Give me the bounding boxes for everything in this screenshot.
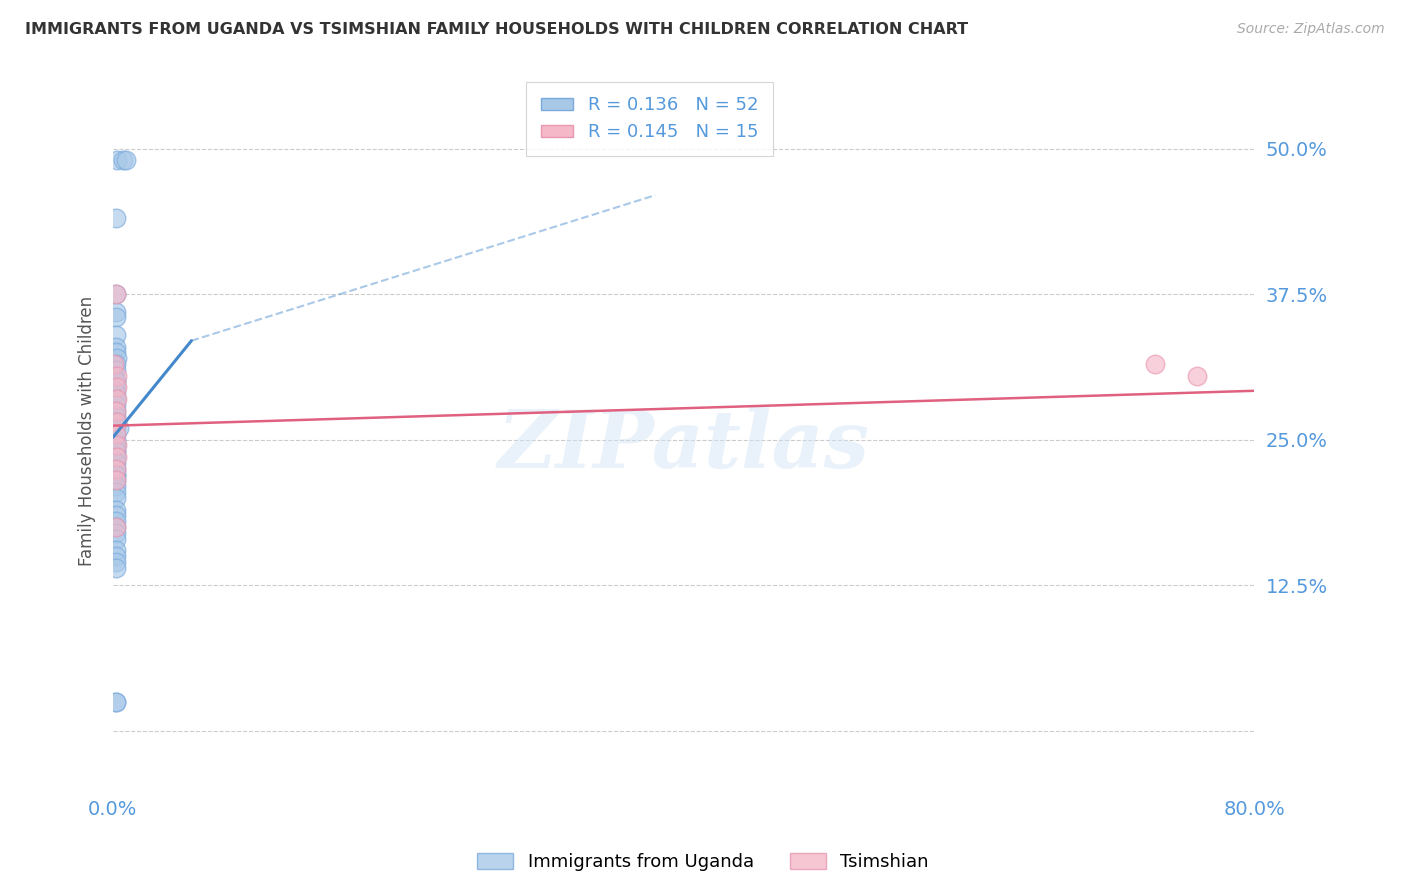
Point [104,363,127,377]
Point [105,450,128,464]
Point [104,426,127,441]
Point [104,543,127,558]
Point [104,520,127,534]
Point [104,456,127,470]
Point [104,357,127,371]
Point [104,450,127,464]
Point [104,479,127,493]
Point [104,327,127,342]
Point [105,392,128,406]
Point [105,351,128,366]
Point [105,153,128,168]
Point [104,467,127,482]
Point [104,520,127,534]
Legend: R = 0.136   N = 52, R = 0.145   N = 15: R = 0.136 N = 52, R = 0.145 N = 15 [526,82,773,156]
Point [103,368,125,383]
Point [105,438,128,452]
Point [104,444,127,458]
Point [104,474,127,488]
Point [104,426,127,441]
Point [104,525,127,540]
Legend: Immigrants from Uganda, Tsimshian: Immigrants from Uganda, Tsimshian [470,846,936,879]
Y-axis label: Family Households with Children: Family Households with Children [79,296,96,566]
Point [104,415,127,429]
Text: IMMIGRANTS FROM UGANDA VS TSIMSHIAN FAMILY HOUSEHOLDS WITH CHILDREN CORRELATION : IMMIGRANTS FROM UGANDA VS TSIMSHIAN FAMI… [25,22,969,37]
Point [104,403,127,417]
Point [114,153,136,168]
Point [104,392,127,406]
Point [105,380,128,394]
Point [103,357,125,371]
Point [104,398,127,412]
Point [104,433,127,447]
Point [1187,368,1209,383]
Point [107,421,129,435]
Point [105,368,128,383]
Point [104,421,127,435]
Point [104,491,127,505]
Point [104,485,127,500]
Point [111,153,134,168]
Point [104,211,127,226]
Point [104,438,127,452]
Point [104,304,127,318]
Point [104,695,127,709]
Text: ZIPatlas: ZIPatlas [498,407,870,484]
Point [104,340,127,354]
Point [104,403,127,417]
Point [104,462,127,476]
Point [105,415,128,429]
Point [104,549,127,563]
Point [104,444,127,458]
Point [104,375,127,389]
Point [104,310,127,325]
Point [104,462,127,476]
Point [104,467,127,482]
Point [104,345,127,359]
Point [104,386,127,401]
Point [104,695,127,709]
Point [104,409,127,424]
Text: Source: ZipAtlas.com: Source: ZipAtlas.com [1237,22,1385,37]
Point [104,375,127,389]
Point [104,532,127,546]
Point [104,287,127,301]
Point [104,502,127,516]
Point [104,474,127,488]
Point [104,380,127,394]
Point [1143,357,1166,371]
Point [104,508,127,523]
Point [104,438,127,452]
Point [104,287,127,301]
Point [104,560,127,574]
Point [104,555,127,569]
Point [104,514,127,528]
